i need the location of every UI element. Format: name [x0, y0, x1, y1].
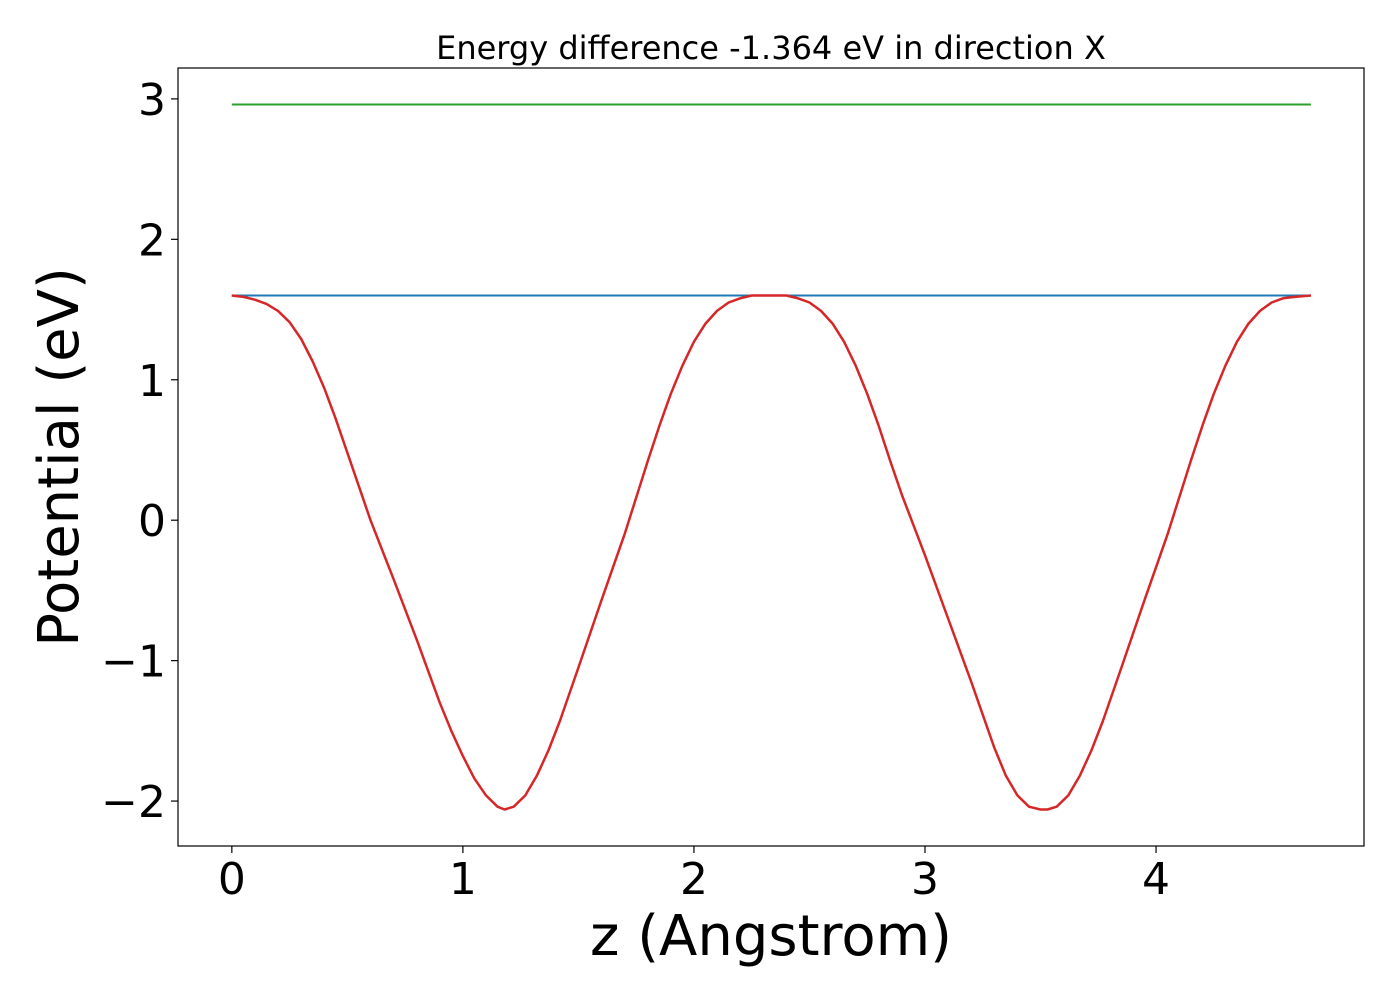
x-tick-label: 3 [911, 854, 939, 905]
chart-title: Energy difference -1.364 eV in direction… [436, 29, 1106, 67]
x-axis: 0 1 2 3 4 [218, 846, 1170, 905]
y-axis: −2 −1 0 1 2 3 [101, 75, 178, 828]
y-tick-label: 1 [138, 356, 166, 407]
x-tick-label: 2 [680, 854, 708, 905]
series-layer [231, 103, 1312, 811]
series-line-0 [231, 294, 1312, 811]
y-tick-label: 2 [138, 215, 166, 266]
x-tick-label: 1 [449, 854, 477, 905]
y-tick-label: 0 [138, 496, 166, 547]
y-axis-label: Potential (eV) [27, 267, 92, 647]
x-axis-label: z (Angstrom) [590, 904, 952, 969]
y-tick-label: 3 [138, 75, 166, 126]
x-tick-label: 0 [218, 854, 246, 905]
plot-frame [177, 67, 1365, 847]
x-tick-label: 4 [1142, 854, 1170, 905]
y-tick-label: −1 [101, 637, 166, 688]
y-tick-label: −2 [101, 777, 166, 828]
